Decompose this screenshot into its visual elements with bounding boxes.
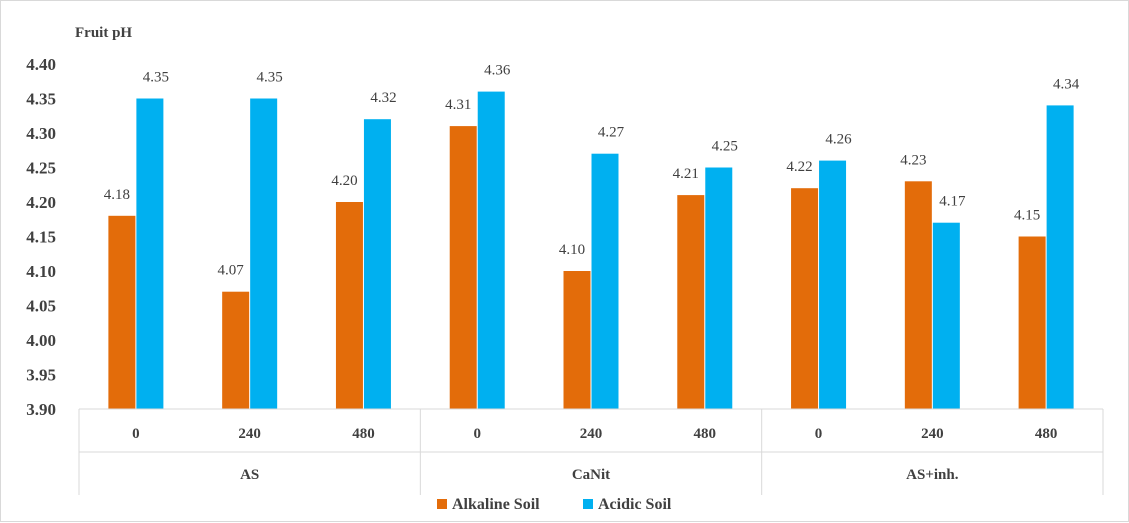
y-tick-label: 4.10 [26, 262, 56, 281]
data-labels: 4.18 4.35 4.07 4.35 4.20 4.32 4.31 4.36 4.10 4.27… [104, 63, 1080, 279]
acidic-bar [363, 119, 391, 409]
bars [108, 91, 1074, 410]
acidic-bar [932, 222, 960, 409]
alkaline-bar [335, 202, 363, 409]
alkaline-bar [222, 291, 250, 409]
alkaline-bar [563, 271, 591, 409]
data-label: 4.27 [598, 125, 625, 141]
alkaline-bar [904, 181, 932, 409]
acidic-bar [705, 167, 733, 409]
y-axis-title: Fruit pH [75, 25, 132, 41]
alkaline-bar [677, 195, 705, 409]
acidic-bar [136, 98, 164, 409]
group-label: AS [240, 467, 259, 483]
x-axis: 0 240 480 0 240 480 0 240 480 AS CaNit AS+inh. [78, 408, 1104, 495]
y-tick-label: 4.40 [26, 55, 56, 74]
legend-label: Alkaline Soil [452, 496, 540, 513]
x-tick-label: 480 [694, 426, 717, 442]
data-label: 4.07 [218, 263, 245, 279]
x-tick-label: 0 [132, 426, 140, 442]
acidic-bar [819, 160, 847, 409]
data-label: 4.31 [445, 97, 471, 113]
data-label: 4.35 [143, 70, 169, 86]
y-tick-label: 4.25 [26, 159, 56, 178]
data-label: 4.21 [673, 166, 699, 182]
y-tick-label: 4.05 [26, 297, 56, 316]
data-label: 4.22 [786, 159, 812, 175]
x-tick-label: 480 [1035, 426, 1058, 442]
data-label: 4.15 [1014, 208, 1040, 224]
alkaline-legend-swatch [437, 499, 447, 509]
y-tick-label: 3.90 [26, 400, 56, 419]
acidic-legend-swatch [583, 499, 593, 509]
alkaline-bar [108, 215, 136, 409]
x-tick-label: 240 [238, 426, 261, 442]
data-label: 4.25 [712, 139, 738, 155]
x-tick-label: 240 [921, 426, 944, 442]
acidic-bar [477, 91, 505, 409]
legend-label: Acidic Soil [598, 496, 672, 513]
acidic-bar [591, 153, 619, 409]
y-tick-label: 4.20 [26, 193, 56, 212]
y-tick-label: 3.95 [26, 366, 56, 385]
y-tick-label: 4.30 [26, 124, 56, 143]
data-label: 4.26 [825, 132, 852, 148]
alkaline-bar [1018, 236, 1046, 409]
x-tick-label: 0 [473, 426, 481, 442]
data-label: 4.18 [104, 187, 130, 203]
y-axis-ticks: 3.90 3.95 4.00 4.05 4.10 4.15 4.20 4.25 4.30 4.35… [26, 55, 56, 419]
alkaline-bar [791, 188, 819, 409]
group-label: CaNit [572, 467, 610, 483]
acidic-bar [250, 98, 278, 409]
data-label: 4.17 [939, 194, 966, 210]
data-label: 4.35 [257, 70, 283, 86]
data-label: 4.32 [370, 90, 396, 106]
y-tick-label: 4.35 [26, 90, 56, 109]
data-label: 4.36 [484, 63, 511, 79]
alkaline-bar [449, 126, 477, 409]
x-tick-label: 0 [815, 426, 823, 442]
group-label: AS+inh. [906, 467, 959, 483]
y-tick-label: 4.00 [26, 331, 56, 350]
y-tick-label: 4.15 [26, 228, 56, 247]
x-tick-label: 240 [580, 426, 603, 442]
x-tick-label: 480 [352, 426, 375, 442]
data-label: 4.23 [900, 152, 926, 168]
legend: Alkaline Soil Acidic Soil [437, 496, 672, 513]
data-label: 4.10 [559, 242, 585, 258]
data-label: 4.20 [331, 173, 357, 189]
data-label: 4.34 [1053, 76, 1080, 92]
acidic-bar [1046, 105, 1074, 410]
